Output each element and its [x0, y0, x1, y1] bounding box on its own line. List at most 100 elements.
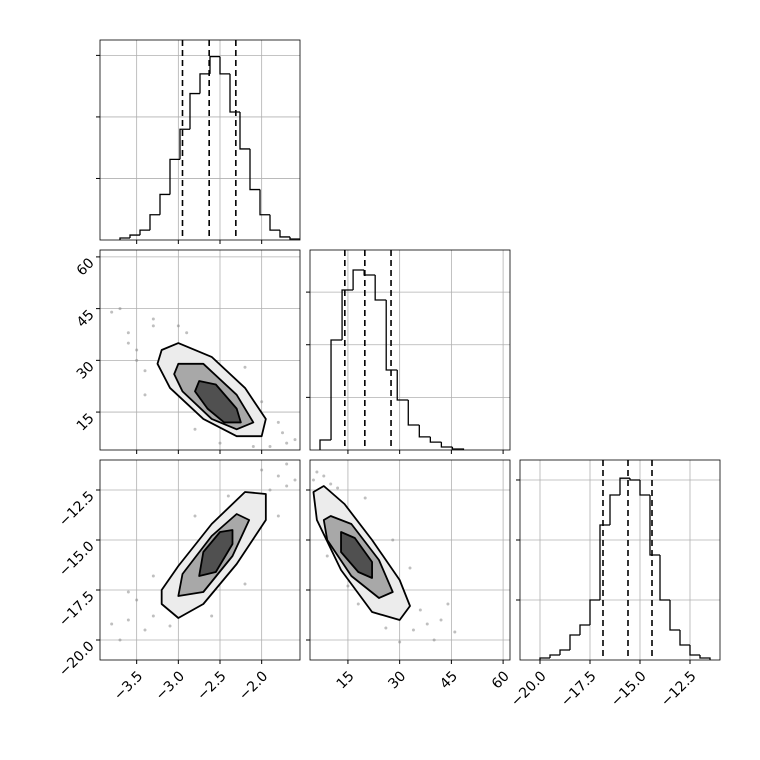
sample-point: [118, 638, 122, 642]
sample-point: [135, 598, 139, 602]
sample-point: [143, 369, 147, 373]
sample-point: [251, 445, 255, 449]
sample-point: [432, 638, 436, 642]
sample-point: [151, 574, 155, 578]
sample-point: [276, 474, 280, 478]
histogram-bin: [569, 634, 580, 650]
sample-point: [363, 496, 367, 500]
sample-point: [315, 470, 319, 474]
histogram-bin: [669, 599, 680, 631]
sample-point: [243, 365, 247, 369]
axes-frame: [99, 39, 301, 241]
sample-point: [151, 324, 155, 328]
histogram-bin: [639, 479, 650, 496]
axes-frame: [99, 459, 301, 661]
histogram-bin: [289, 236, 300, 240]
sample-point: [260, 400, 264, 404]
histogram-bin: [629, 478, 640, 481]
histogram-bin: [259, 189, 270, 216]
sample-point: [126, 590, 130, 594]
histogram-bin: [559, 649, 570, 656]
histogram-bin: [539, 657, 550, 660]
sample-point: [268, 488, 272, 492]
sample-point: [411, 628, 415, 632]
sample-point: [118, 307, 122, 311]
sample-point: [391, 538, 395, 542]
y-tick-label: 45: [74, 307, 98, 331]
contour: [194, 380, 242, 424]
sample-point: [346, 584, 350, 588]
x-tick-label: −15.0: [608, 668, 650, 710]
x-tick-label: 45: [437, 668, 461, 692]
sample-point: [193, 514, 197, 518]
sample-point: [135, 348, 139, 352]
panel: [100, 250, 300, 450]
y-tick-label: −20.0: [56, 638, 98, 680]
histogram-bin: [599, 524, 610, 600]
sample-point: [110, 622, 114, 626]
x-tick-label: −17.5: [558, 668, 600, 710]
contour: [198, 529, 234, 577]
sample-point: [336, 486, 340, 490]
histogram-bin: [649, 494, 660, 556]
sample-point: [418, 608, 422, 612]
sample-point: [398, 640, 402, 644]
sample-point: [384, 626, 388, 630]
sample-point: [135, 358, 139, 362]
histogram-bin: [269, 214, 280, 231]
sample-point: [356, 602, 360, 606]
x-tick-label: −3.5: [111, 668, 146, 703]
y-tick-label: 60: [74, 255, 98, 279]
sample-point: [425, 622, 429, 626]
sample-point: [143, 628, 147, 632]
sample-point: [151, 614, 155, 618]
y-tick-label: 15: [74, 410, 98, 434]
sample-point: [285, 462, 289, 466]
sample-point: [176, 324, 180, 328]
histogram-bin: [407, 400, 420, 426]
histogram-bin: [363, 270, 376, 276]
sample-point: [281, 431, 284, 435]
histogram-bin: [549, 654, 560, 659]
histogram-bin: [418, 425, 431, 438]
histogram-bin: [689, 644, 700, 656]
y-tick-label: 30: [74, 359, 98, 383]
histogram-bin: [374, 275, 387, 301]
x-tick-label: 30: [385, 668, 409, 692]
panel: [100, 40, 300, 240]
histogram-bin: [609, 494, 620, 525]
histogram-bin: [429, 436, 442, 443]
histogram-bin: [249, 148, 260, 191]
axes-frame: [309, 459, 511, 661]
histogram-bin: [219, 56, 230, 75]
x-tick-label: −12.5: [658, 668, 700, 710]
panel: [100, 460, 300, 660]
sample-point: [325, 554, 329, 558]
axes-frame: [519, 459, 721, 661]
histogram-bin: [352, 269, 365, 290]
histogram-bin: [319, 439, 332, 450]
histogram-bin: [119, 237, 130, 240]
histogram-bin: [330, 339, 343, 440]
sample-point: [218, 441, 222, 445]
histogram-bin: [659, 554, 670, 601]
sample-point: [453, 630, 457, 634]
sample-point: [151, 317, 155, 321]
sample-point: [293, 478, 297, 482]
x-tick-label: −3.0: [153, 668, 188, 703]
x-tick-label: −20.0: [508, 668, 550, 710]
histogram-bin: [179, 128, 190, 160]
y-tick-label: −15.0: [56, 538, 98, 580]
histogram-bin: [396, 370, 409, 401]
panel: [310, 460, 510, 660]
sample-point: [210, 614, 214, 618]
histogram-bin: [209, 55, 220, 74]
sample-point: [126, 341, 130, 345]
histogram-bin: [159, 193, 170, 215]
histogram-bin: [149, 214, 160, 231]
sample-point: [126, 618, 130, 622]
sample-point: [243, 582, 247, 586]
sample-point: [439, 618, 443, 622]
histogram-bin: [385, 300, 398, 371]
